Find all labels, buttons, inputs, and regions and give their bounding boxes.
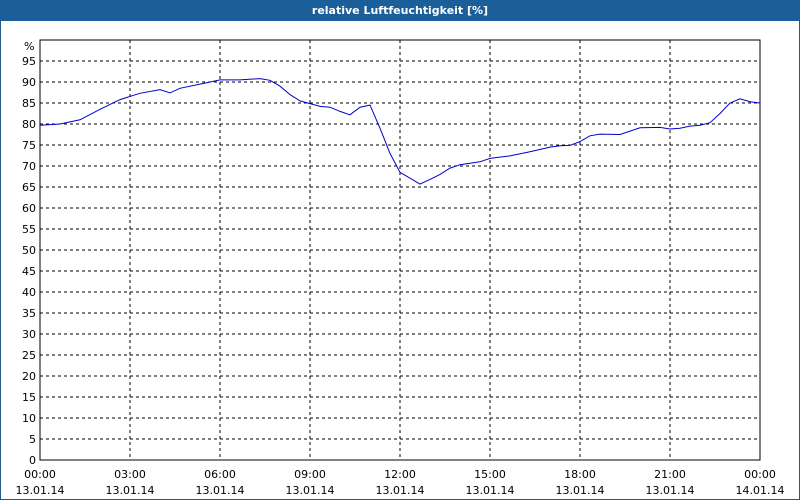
x-tick-date-label: 13.01.14: [286, 484, 335, 497]
x-tick-date-label: 13.01.14: [466, 484, 515, 497]
y-tick-label: 10: [22, 412, 36, 425]
y-tick-label: 75: [22, 139, 36, 152]
x-tick-labels: 00:00 13.01.14 03:00 13.01.14 06:00 13.01.14 0…: [16, 468, 785, 497]
x-tick-time-label: 15:00: [474, 468, 506, 481]
x-tick-date-label: 13.01.14: [106, 484, 155, 497]
axes: [39, 39, 761, 461]
y-tick-label: 65: [22, 181, 36, 194]
y-tick-label: 70: [22, 160, 36, 173]
y-tick-label: 5: [29, 433, 36, 446]
y-tick-label: 35: [22, 307, 36, 320]
x-tick-time-label: 06:00: [204, 468, 236, 481]
y-tick-label: 90: [22, 76, 36, 89]
x-tick-time-label: 00:00: [24, 468, 56, 481]
title-bar: relative Luftfeuchtigkeit [%]: [0, 0, 800, 21]
x-tick-date-label: 13.01.14: [556, 484, 605, 497]
y-tick-label: 40: [22, 286, 36, 299]
y-tick-labels: 0 5 10 15 20 25 30 35 40 45 50 55 60 65 70 75 80 85 90 95: [22, 55, 36, 467]
y-tick-label: 30: [22, 328, 36, 341]
x-tick-time-label: 00:00: [744, 468, 776, 481]
y-tick-label: 20: [22, 370, 36, 383]
x-tick-date-label: 14.01.14: [736, 484, 785, 497]
y-axis-unit-label: %: [24, 40, 34, 53]
y-tick-label: 50: [22, 244, 36, 257]
y-tick-label: 85: [22, 97, 36, 110]
grid: [40, 40, 760, 460]
y-tick-label: 25: [22, 349, 36, 362]
y-tick-label: 0: [29, 454, 36, 467]
y-tick-label: 55: [22, 223, 36, 236]
plot-area: [39, 39, 761, 461]
x-tick-date-label: 13.01.14: [16, 484, 65, 497]
x-tick-time-label: 03:00: [114, 468, 146, 481]
x-tick-date-label: 13.01.14: [646, 484, 695, 497]
chart-title: relative Luftfeuchtigkeit [%]: [311, 4, 489, 17]
x-tick-date-label: 13.01.14: [376, 484, 425, 497]
y-tick-label: 80: [22, 118, 36, 131]
x-tick-time-label: 09:00: [294, 468, 326, 481]
x-tick-date-label: 13.01.14: [196, 484, 245, 497]
x-tick-time-label: 21:00: [654, 468, 686, 481]
y-tick-label: 15: [22, 391, 36, 404]
series-line: [39, 78, 761, 185]
y-tick-label: 45: [22, 265, 36, 278]
y-tick-label: 60: [22, 202, 36, 215]
x-tick-time-label: 12:00: [384, 468, 416, 481]
x-tick-time-label: 18:00: [564, 468, 596, 481]
y-tick-label: 95: [22, 55, 36, 68]
